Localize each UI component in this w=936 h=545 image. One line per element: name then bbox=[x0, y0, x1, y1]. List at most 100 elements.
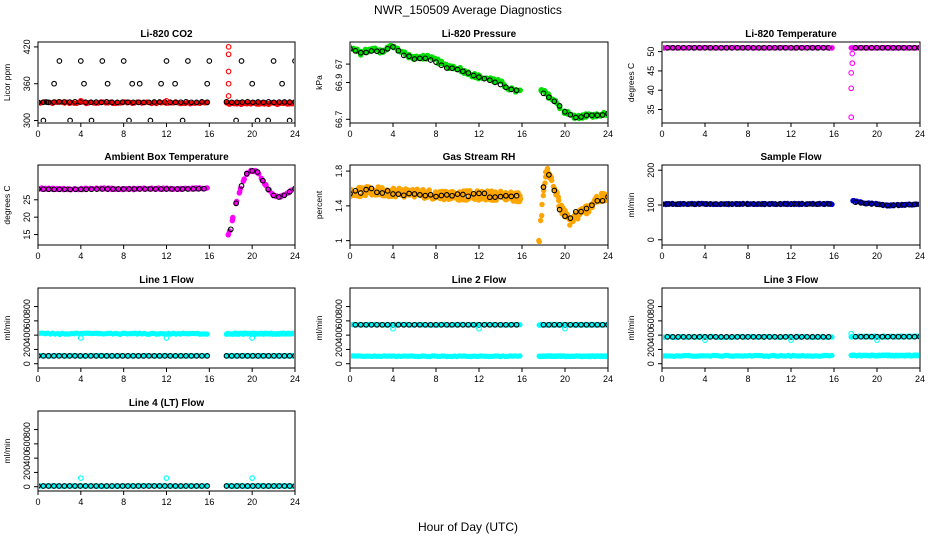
l1_out-point bbox=[77, 335, 84, 341]
y-axis-label: kPa bbox=[314, 75, 324, 90]
x-tick-label: 24 bbox=[603, 251, 613, 261]
amb_dense-point bbox=[241, 176, 247, 183]
l1_avg-point bbox=[188, 353, 195, 359]
l2_avg-point bbox=[406, 321, 412, 328]
figure-title: NWR_150509 Average Diagnostics bbox=[374, 3, 562, 17]
x-tick-label: 20 bbox=[247, 129, 257, 139]
l4_avg-point bbox=[119, 483, 126, 489]
lt_avg-point bbox=[809, 44, 816, 51]
rh_avg-point bbox=[400, 192, 407, 199]
y-axis-label: ml/min bbox=[314, 315, 324, 340]
co2_cal-point bbox=[126, 117, 132, 122]
l3_avg-point bbox=[723, 334, 730, 340]
co2_avg-point bbox=[72, 99, 78, 105]
l1_avg-point bbox=[51, 353, 57, 359]
x-tick-label: 4 bbox=[702, 251, 707, 261]
x-tick-label: 0 bbox=[659, 251, 664, 261]
l4_avg-point bbox=[146, 483, 152, 489]
x-tick-label: 12 bbox=[161, 251, 171, 261]
rh_avg-point bbox=[486, 194, 493, 201]
l4_avg-point bbox=[156, 483, 163, 489]
l1_avg-point bbox=[249, 353, 256, 359]
x-tick-label: 12 bbox=[161, 129, 171, 139]
lt_avg-point bbox=[723, 44, 730, 51]
y-tick-label: 67 bbox=[334, 59, 344, 69]
l3_avg-point bbox=[820, 334, 827, 340]
sf_avg-point bbox=[868, 201, 875, 207]
amb_avg-point bbox=[286, 188, 293, 195]
l4_avg-point bbox=[286, 483, 293, 489]
l2_avg-point bbox=[605, 322, 607, 328]
y-tick-label: 400 bbox=[22, 451, 32, 466]
l2_avg-point bbox=[476, 321, 482, 328]
sf_avg-point bbox=[702, 201, 708, 207]
panel-line2: Line 2 Flow ml/min 0 4 8 12 16 20 24 0 20040060080… bbox=[314, 275, 613, 384]
x-tick-label: 12 bbox=[474, 129, 484, 139]
x-tick-label: 24 bbox=[603, 129, 613, 139]
l4_avg-point bbox=[61, 483, 68, 489]
rh_avg-point bbox=[567, 215, 574, 221]
l2_avg-point bbox=[433, 321, 439, 328]
l2_avg-point bbox=[460, 321, 466, 328]
co2_avg-point bbox=[286, 99, 293, 105]
lt_avg-point bbox=[739, 44, 746, 51]
co2_red_high-point bbox=[225, 93, 232, 99]
l1_avg-point bbox=[244, 353, 251, 359]
amb_avg-point bbox=[131, 186, 138, 192]
l2_avg-point bbox=[379, 321, 386, 328]
l3_avg-point bbox=[739, 334, 746, 340]
co2_cal-point bbox=[77, 58, 84, 64]
x-tick-label: 16 bbox=[204, 251, 214, 261]
y-axis-label: percent bbox=[314, 190, 324, 219]
l2_avg-point bbox=[578, 321, 584, 328]
lt_avg-point bbox=[712, 44, 719, 51]
l2_avg-point bbox=[449, 321, 455, 328]
co2_avg-point bbox=[61, 99, 68, 105]
press_avg-point bbox=[390, 44, 396, 50]
l2_avg-point bbox=[352, 321, 359, 328]
sf_avg-point bbox=[745, 201, 751, 207]
press_avg-point bbox=[470, 72, 477, 79]
plot-area bbox=[663, 197, 919, 209]
sf_avg-point bbox=[712, 201, 719, 207]
amb_avg-point bbox=[254, 169, 261, 175]
y-tick-label: 800 bbox=[22, 299, 32, 314]
l3_avg-point bbox=[712, 334, 719, 340]
sf_avg-point bbox=[777, 201, 784, 207]
sf_avg-point bbox=[729, 201, 735, 207]
lt_ramp-point bbox=[848, 85, 855, 92]
rh_avg-point bbox=[546, 172, 552, 178]
x-tick-label: 20 bbox=[560, 251, 570, 261]
l1_avg-point bbox=[172, 353, 179, 359]
sf_avg-point bbox=[820, 201, 827, 207]
co2_avg-point bbox=[146, 99, 152, 106]
panel-pressure: Li-820 Pressure kPa 0 4 8 12 16 20 24 66.7 66.9 67 bbox=[314, 29, 613, 139]
co2_cal-point bbox=[129, 80, 136, 87]
panel-rh: Gas Stream RH percent 0 4 8 12 16 20 24 1 1.4 1.8 bbox=[314, 152, 613, 261]
l1_avg-point bbox=[130, 353, 137, 359]
x-tick-label: 8 bbox=[121, 251, 126, 261]
x-tick-label: 16 bbox=[829, 374, 839, 384]
l1_avg-point bbox=[45, 353, 52, 359]
l4_out-point bbox=[249, 475, 256, 481]
l1_avg-point bbox=[177, 353, 184, 359]
l2_avg-point bbox=[583, 321, 590, 328]
y-tick-label: 600 bbox=[646, 313, 656, 328]
amb_avg-point bbox=[281, 192, 288, 199]
y-tick-label: 800 bbox=[334, 299, 344, 314]
panel-line4: Line 4 (LT) Flow ml/min 0 4 8 12 16 20 24 0 200400… bbox=[2, 398, 300, 507]
l4_avg-point bbox=[56, 483, 62, 489]
l2_avg-point bbox=[481, 321, 488, 328]
l4_avg-point bbox=[77, 483, 84, 489]
press_avg-point bbox=[594, 112, 601, 119]
l2_avg-point bbox=[470, 321, 477, 328]
rh_dense-point bbox=[544, 166, 551, 172]
l3_avg-point bbox=[788, 334, 794, 340]
amb_dense-point bbox=[39, 186, 40, 191]
y-tick-label: 66.7 bbox=[334, 111, 344, 129]
l3_avg-point bbox=[906, 333, 913, 340]
l4_avg-point bbox=[204, 483, 211, 489]
lt_avg-point bbox=[820, 44, 827, 51]
press_avg-point bbox=[589, 112, 595, 119]
l1_avg-point bbox=[140, 353, 147, 359]
